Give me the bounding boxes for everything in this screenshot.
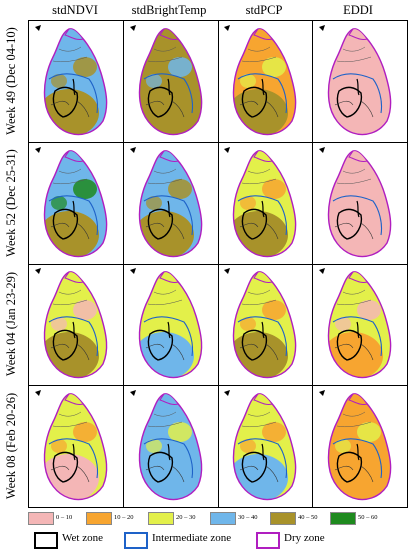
row-label-week-04: Week 04 (Jan 23-29) — [4, 271, 18, 377]
legend-wet-zone-label: Wet zone — [62, 532, 103, 544]
legend-swatch-10-20 — [86, 512, 112, 525]
map-week-08-stdndvi — [29, 385, 124, 507]
legend-swatch-40-50 — [270, 512, 296, 525]
map-week-04-eddi — [312, 264, 407, 386]
map-week-04-stdbrighttemp — [123, 264, 219, 386]
legend-label-20-30: 20 – 30 — [176, 514, 196, 521]
legend-label-40-50: 40 – 50 — [298, 514, 318, 521]
column-header-stdndvi: stdNDVI — [52, 3, 98, 17]
legend-swatch-0-10 — [28, 512, 54, 525]
map-week-04-stdpcp — [218, 264, 313, 386]
map-week-52-stdndvi — [29, 142, 124, 265]
column-header-stdbrighttemp: stdBrightTemp — [131, 3, 207, 17]
legend-intermediate-zone-label: Intermediate zone — [152, 532, 232, 544]
legend-dry-zone-box — [256, 532, 280, 549]
map-week-08-stdpcp — [218, 385, 313, 507]
map-week-04-stdndvi — [29, 264, 124, 386]
legend-dry-zone-label: Dry zone — [284, 532, 325, 544]
map-week-49-stdpcp — [218, 21, 313, 143]
legend-intermediate-zone-box — [124, 532, 148, 549]
row-label-week-08: Week 08 (Feb 20-26) — [4, 392, 18, 500]
legend-label-10-20: 10 – 20 — [114, 514, 134, 521]
row-label-week-49: Week 49 (Dec 04-10) — [4, 27, 18, 135]
map-week-52-stdpcp — [218, 142, 313, 265]
legend-swatch-20-30 — [148, 512, 174, 525]
map-week-08-eddi — [313, 386, 407, 507]
legend-wet-zone-box — [34, 532, 58, 549]
legend-label-0-10: 0 – 10 — [56, 514, 73, 521]
map-grid — [28, 20, 408, 508]
legend-swatch-30-40 — [210, 512, 236, 525]
map-week-49-stdbrighttemp — [123, 21, 219, 143]
legend-label-50-60: 50 – 60 — [358, 514, 378, 521]
map-week-49-stdndvi — [29, 21, 124, 143]
legend-swatch-50-60 — [330, 512, 356, 525]
map-week-52-stdbrighttemp — [123, 142, 219, 265]
map-week-52-eddi — [312, 143, 407, 265]
row-label-week-52: Week 52 (Dec 25-31) — [4, 149, 18, 257]
map-week-08-stdbrighttemp — [124, 385, 219, 507]
legend: 0 – 10 10 – 20 20 – 30 30 – 40 40 – 50 5… — [28, 510, 406, 550]
legend-label-30-40: 30 – 40 — [238, 514, 258, 521]
column-header-eddi: EDDI — [343, 3, 373, 17]
map-week-49-eddi — [312, 21, 407, 143]
column-header-stdpcp: stdPCP — [245, 3, 283, 17]
